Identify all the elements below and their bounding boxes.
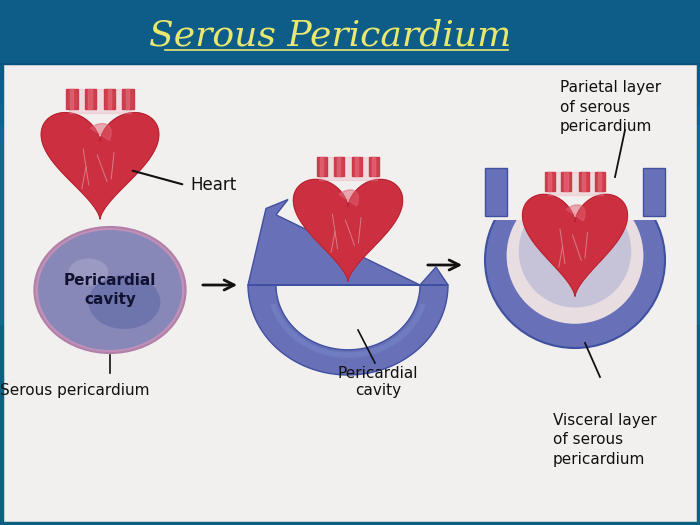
Polygon shape bbox=[522, 194, 627, 296]
Polygon shape bbox=[108, 89, 111, 109]
Polygon shape bbox=[564, 172, 568, 191]
Polygon shape bbox=[545, 172, 555, 191]
Polygon shape bbox=[372, 157, 375, 176]
Text: Serous Pericardium: Serous Pericardium bbox=[149, 18, 511, 52]
Ellipse shape bbox=[519, 195, 631, 308]
FancyBboxPatch shape bbox=[0, 125, 700, 325]
Polygon shape bbox=[41, 113, 159, 219]
Polygon shape bbox=[548, 172, 552, 191]
Polygon shape bbox=[566, 205, 585, 221]
FancyBboxPatch shape bbox=[0, 80, 700, 145]
Polygon shape bbox=[88, 89, 92, 109]
Polygon shape bbox=[90, 123, 111, 140]
Polygon shape bbox=[248, 200, 448, 375]
Polygon shape bbox=[352, 157, 363, 176]
Text: Pericardial
cavity: Pericardial cavity bbox=[64, 272, 156, 308]
Ellipse shape bbox=[69, 258, 108, 286]
Polygon shape bbox=[643, 167, 665, 216]
Polygon shape bbox=[561, 172, 571, 191]
Polygon shape bbox=[70, 89, 74, 109]
Ellipse shape bbox=[34, 227, 186, 353]
FancyBboxPatch shape bbox=[4, 65, 696, 521]
Text: Parietal layer
of serous
pericardium: Parietal layer of serous pericardium bbox=[560, 80, 661, 134]
Ellipse shape bbox=[88, 275, 160, 329]
Text: Pericardial
cavity: Pericardial cavity bbox=[337, 366, 419, 398]
Polygon shape bbox=[485, 167, 507, 216]
Polygon shape bbox=[337, 157, 340, 176]
Polygon shape bbox=[122, 89, 134, 109]
Polygon shape bbox=[598, 172, 601, 191]
Polygon shape bbox=[320, 157, 323, 176]
FancyBboxPatch shape bbox=[476, 150, 674, 220]
Text: Heart: Heart bbox=[190, 176, 237, 194]
Polygon shape bbox=[340, 190, 358, 206]
Polygon shape bbox=[582, 172, 585, 191]
Ellipse shape bbox=[485, 172, 665, 348]
Text: Serous pericardium: Serous pericardium bbox=[0, 383, 150, 397]
Polygon shape bbox=[317, 157, 327, 176]
Polygon shape bbox=[293, 180, 402, 281]
FancyBboxPatch shape bbox=[0, 40, 700, 105]
Ellipse shape bbox=[507, 187, 643, 324]
Ellipse shape bbox=[38, 230, 182, 350]
Polygon shape bbox=[355, 157, 358, 176]
Polygon shape bbox=[579, 172, 589, 191]
Text: Visceral layer
of serous
pericardium: Visceral layer of serous pericardium bbox=[553, 413, 657, 467]
Polygon shape bbox=[66, 89, 78, 109]
FancyBboxPatch shape bbox=[0, 0, 700, 65]
Polygon shape bbox=[369, 157, 379, 176]
Polygon shape bbox=[126, 89, 130, 109]
Polygon shape bbox=[334, 157, 344, 176]
Polygon shape bbox=[595, 172, 605, 191]
Polygon shape bbox=[104, 89, 116, 109]
FancyBboxPatch shape bbox=[0, 0, 700, 63]
Polygon shape bbox=[85, 89, 96, 109]
